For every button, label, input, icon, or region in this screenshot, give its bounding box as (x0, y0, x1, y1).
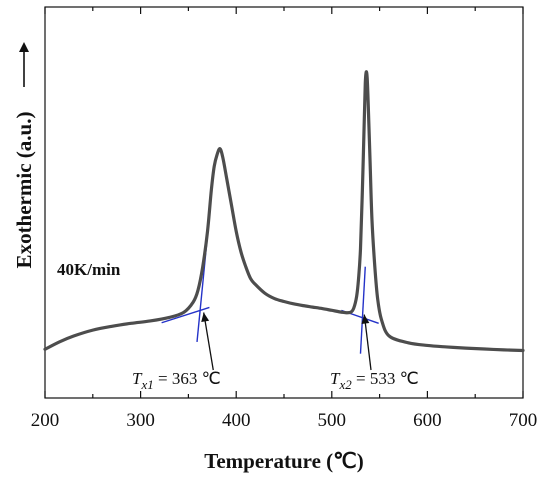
arrow-tx1-head (201, 312, 210, 323)
x-axis-ticks: 200 300 400 500 600 700 (31, 7, 538, 431)
x-axis-title: Temperature (℃) (204, 449, 363, 473)
annotation-arrows (201, 312, 372, 371)
x-tick-label: 600 (413, 410, 442, 431)
plot-frame (44, 6, 524, 399)
y-axis-title: Exothermic (a.u.) (12, 112, 36, 269)
y-axis-title-group: Exothermic (a.u.) (12, 42, 36, 268)
x-tick-label: 300 (126, 410, 155, 431)
x-tick-label: 700 (509, 410, 538, 431)
edge-tangent-2 (359, 266, 366, 354)
x-tick-label: 500 (318, 410, 347, 431)
baseline-tangent-1 (161, 306, 210, 324)
onset-tangent-lines (161, 225, 379, 354)
annotation-tx2: Tx2 = 533 ℃ (330, 369, 419, 392)
arrow-tx1-shaft (203, 312, 214, 371)
x-tick-label: 400 (222, 410, 251, 431)
series-line (43, 70, 525, 353)
y-axis-arrow-head (19, 42, 29, 52)
x-tick-label: 200 (31, 410, 60, 431)
annotation-tx1: Tx1 = 363 ℃ (132, 369, 221, 392)
arrow-tx2-head (361, 314, 370, 324)
arrow-tx2-shaft (363, 314, 372, 371)
heating-rate-label: 40K/min (57, 260, 121, 279)
